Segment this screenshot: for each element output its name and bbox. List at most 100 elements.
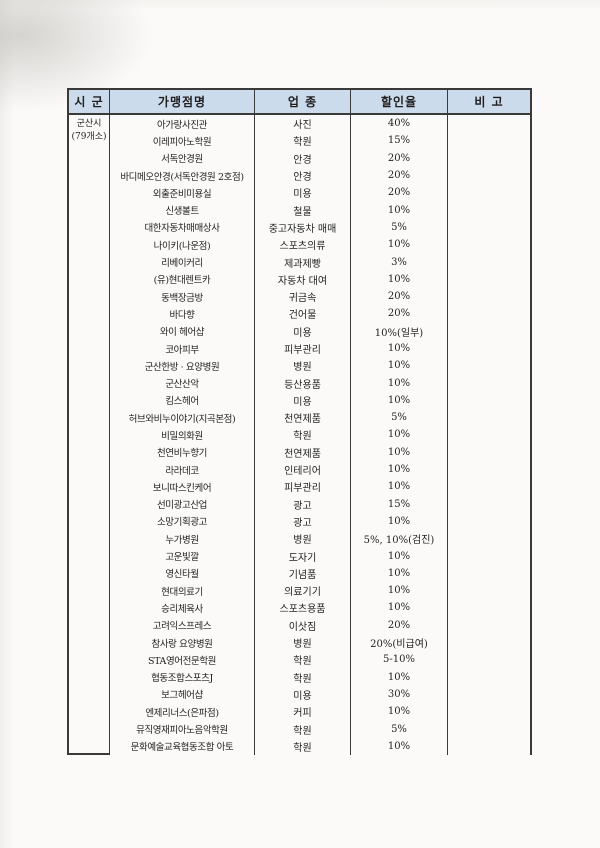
store-name-cell: 신생볼트 bbox=[110, 201, 255, 219]
table-row: 승리체육사 스포츠용품 10% bbox=[110, 599, 530, 617]
remarks-cell bbox=[448, 703, 530, 720]
table-row: 비밀의화원 학원 10% bbox=[110, 426, 530, 444]
table-row: 리베이커리 제과제빵 3% bbox=[110, 253, 530, 271]
discount-rate-cell: 30% bbox=[351, 685, 448, 704]
business-type-cell: 사진 bbox=[255, 115, 351, 133]
table-row: 코아피부 피부관리 10% bbox=[110, 339, 530, 358]
table-row: 고운빛깔 도자기 10% bbox=[110, 547, 530, 565]
remarks-cell bbox=[448, 115, 530, 132]
business-type-cell: 자동차 대여 bbox=[255, 270, 351, 288]
discount-rate-cell: 10% bbox=[351, 668, 448, 686]
store-name-cell: 고려익스프레스 bbox=[110, 616, 255, 634]
store-name-cell: 영신타월 bbox=[110, 564, 255, 583]
store-name-cell: 비밀의화원 bbox=[110, 426, 255, 444]
remarks-cell bbox=[448, 547, 530, 564]
remarks-cell bbox=[448, 513, 530, 530]
table-row: 군산산악 등산용품 10% bbox=[110, 374, 530, 392]
header-business-type: 업 종 bbox=[255, 90, 351, 113]
store-name-cell: 리베이커리 bbox=[110, 253, 255, 271]
remarks-cell bbox=[448, 669, 530, 686]
table-row: 참사랑 요양병원 병원 20%(비급여) bbox=[110, 633, 530, 652]
remarks-cell bbox=[448, 565, 530, 582]
table-row: STA영어전문학원 학원 5-10% bbox=[110, 651, 530, 669]
discount-rate-cell: 10% bbox=[351, 201, 448, 219]
table-row: 뮤직영재피아노음악학원 학원 5% bbox=[110, 720, 530, 738]
table-row: 누가병원 병원 5%, 10%(검진) bbox=[110, 530, 530, 548]
table-header-row: 시 군 가맹점명 업 종 할인율 비 고 bbox=[69, 90, 530, 115]
remarks-cell bbox=[448, 444, 530, 461]
discount-rate-cell: 20% bbox=[351, 287, 448, 306]
business-type-cell: 병원 bbox=[255, 633, 351, 652]
discount-rate-cell: 20% bbox=[351, 616, 448, 634]
business-type-cell: 미용 bbox=[255, 685, 351, 704]
remarks-cell bbox=[448, 253, 530, 270]
remarks-cell bbox=[448, 461, 530, 478]
discount-rate-cell: 10% bbox=[351, 426, 448, 444]
business-type-cell: 등산용품 bbox=[255, 374, 351, 392]
discount-rate-cell: 10% bbox=[351, 374, 448, 392]
table-row: 천연비누향기 천연제품 10% bbox=[110, 443, 530, 461]
remarks-cell bbox=[448, 150, 530, 167]
remarks-cell bbox=[448, 236, 530, 253]
header-remarks: 비 고 bbox=[474, 95, 504, 109]
discount-rate-cell: 5% bbox=[351, 720, 448, 738]
remarks-cell bbox=[448, 617, 530, 634]
region-city-label: 군산시 bbox=[76, 119, 102, 129]
discount-rate-cell: 10% bbox=[351, 270, 448, 288]
business-type-cell: 안경 bbox=[255, 166, 351, 185]
region-count-label: (79개소) bbox=[71, 131, 107, 142]
business-type-cell: 병원 bbox=[255, 357, 351, 375]
remarks-cell bbox=[448, 599, 530, 616]
remarks-cell bbox=[448, 496, 530, 513]
store-name-cell: 현대의료기 bbox=[110, 582, 255, 600]
business-type-cell: 미용 bbox=[255, 391, 351, 410]
business-type-cell: 건어물 bbox=[255, 305, 351, 323]
store-name-cell: 동백장금방 bbox=[110, 287, 255, 306]
remarks-cell bbox=[448, 651, 530, 668]
business-type-cell: 미용 bbox=[255, 322, 351, 340]
discount-rate-cell: 15% bbox=[351, 132, 448, 150]
discount-rate-cell: 10% bbox=[351, 547, 448, 565]
discount-rate-cell: 10% bbox=[351, 339, 448, 358]
region-cell: 군산시 (79개소) bbox=[69, 115, 110, 755]
store-name-cell: 고운빛깔 bbox=[110, 547, 255, 565]
discount-rate-cell: 10% bbox=[351, 512, 448, 531]
store-name-cell: 바다향 bbox=[110, 305, 255, 323]
discount-rate-cell: 10% bbox=[351, 357, 448, 375]
remarks-cell bbox=[448, 582, 530, 599]
store-name-cell: 대한자동차매매상사 bbox=[110, 218, 255, 237]
table-row: 군산한방 · 요양병원 병원 10% bbox=[110, 357, 530, 375]
table-row: 아가랑사진관 사진 40% bbox=[110, 115, 530, 133]
remarks-cell bbox=[448, 409, 530, 426]
remarks-cell bbox=[448, 634, 530, 651]
business-type-cell: 커피 bbox=[255, 703, 351, 721]
store-name-cell: 엔제리너스(은파점) bbox=[110, 703, 255, 721]
discount-rate-cell: 20% bbox=[351, 184, 448, 202]
table-row: 서독안경원 안경 20% bbox=[110, 149, 530, 167]
business-type-cell: 천연제품 bbox=[255, 409, 351, 427]
business-type-cell: 제과제빵 bbox=[255, 253, 351, 271]
discount-rate-cell: 5% bbox=[351, 218, 448, 237]
table-row: 허브와비누이야기(지곡본점) 천연제품 5% bbox=[110, 409, 530, 427]
store-name-cell: 라라데코 bbox=[110, 460, 255, 479]
store-name-cell: 나이키(나운점) bbox=[110, 236, 255, 254]
remarks-cell bbox=[448, 357, 530, 374]
table-row: 소망기획광고 광고 10% bbox=[110, 512, 530, 531]
discount-rate-cell: 40% bbox=[351, 115, 448, 133]
store-name-cell: 소망기획광고 bbox=[110, 512, 255, 531]
store-name-cell: 군산한방 · 요양병원 bbox=[110, 357, 255, 375]
store-name-cell: 바디메오안경(서독안경원 2호점) bbox=[110, 166, 255, 185]
store-name-cell: 코아피부 bbox=[110, 339, 255, 358]
business-type-cell: 병원 bbox=[255, 530, 351, 548]
table-row: 킴스헤어 미용 10% bbox=[110, 391, 530, 410]
store-name-cell: 와이 헤어샵 bbox=[110, 322, 255, 340]
store-name-cell: 천연비누향기 bbox=[110, 443, 255, 461]
table-row: 현대의료기 의료기기 10% bbox=[110, 582, 530, 600]
discount-rate-cell: 10% bbox=[351, 460, 448, 479]
discount-rate-cell: 10% bbox=[351, 564, 448, 583]
discount-rate-cell: 5-10% bbox=[351, 651, 448, 669]
table-row: 나이키(나운점) 스포츠의류 10% bbox=[110, 236, 530, 254]
business-type-cell: 천연제품 bbox=[255, 443, 351, 461]
business-type-cell: 미용 bbox=[255, 184, 351, 202]
